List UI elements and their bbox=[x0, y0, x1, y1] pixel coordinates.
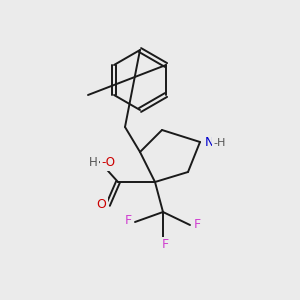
Text: N: N bbox=[204, 136, 214, 148]
Text: H: H bbox=[89, 157, 98, 169]
Text: -H: -H bbox=[214, 138, 226, 148]
Text: O: O bbox=[96, 197, 106, 211]
Text: F: F bbox=[194, 218, 201, 230]
Text: -O: -O bbox=[101, 157, 115, 169]
Text: F: F bbox=[124, 214, 132, 227]
Text: F: F bbox=[161, 238, 169, 251]
